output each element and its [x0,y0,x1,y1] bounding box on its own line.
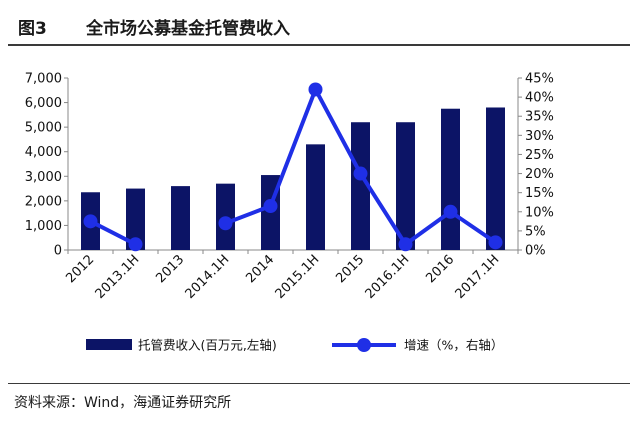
bar [486,107,505,250]
x-tick-label: 2016 [423,252,457,286]
y-left-tick-label: 2,000 [25,194,62,209]
figure-title: 图3 全市场公募基金托管费收入 [8,6,630,42]
growth-point [128,237,143,252]
y-right-tick-label: 20% [525,167,554,182]
bar [171,186,190,250]
y-right-tick-label: 5% [525,224,546,239]
legend-bar-label: 托管费收入(百万元,左轴) [138,338,277,353]
figure-title-text: 全市场公募基金托管费收入 [86,19,290,39]
tick-labels: 0 1,000 2,000 3,000 4,000 5,000 6,000 7,000 0% 5%… [25,72,554,302]
legend-line-marker [357,338,371,352]
bar [441,108,460,250]
y-left-tick-label: 1,000 [25,219,62,234]
legend-line-label: 增速（%，右轴） [404,338,503,353]
y-right-tick-label: 40% [525,91,554,106]
line-series [83,82,503,252]
x-tick-label: 2014 [243,252,277,286]
growth-point [353,166,368,181]
growth-point [263,199,278,214]
bar [126,188,145,250]
growth-point [488,235,503,250]
x-tick-label: 2015.1H [273,252,323,302]
y-left-tick-label: 6,000 [25,96,62,111]
bar [306,144,325,250]
y-left-tick-label: 7,000 [25,72,62,87]
x-tick-label: 2014.1H [183,252,233,302]
source-note: 资料来源：Wind，海通证券研究所 [14,395,232,411]
legend: 托管费收入(百万元,左轴) 增速（%，右轴） [86,338,503,353]
bottom-rule [8,383,630,384]
x-tick-label: 2013.1H [93,252,143,302]
y-left-tick-label: 0 [54,244,62,259]
y-right-tick-label: 25% [525,148,554,163]
growth-point [308,82,323,97]
growth-point [83,214,98,229]
x-tick-label: 2012 [63,252,97,286]
legend-bar-swatch [86,339,132,350]
bar [396,122,415,250]
y-left-tick-label: 4,000 [25,145,62,160]
y-right-tick-label: 15% [525,186,554,201]
y-right-tick-label: 45% [525,72,554,87]
y-right-tick-label: 0% [525,244,546,259]
growth-point [398,237,413,252]
growth-point [218,216,233,231]
x-tick-label: 2013 [153,252,187,286]
growth-line [89,219,137,247]
figure-number: 图3 [18,19,47,39]
x-tick-label: 2017.1H [453,252,503,302]
y-right-tick-label: 35% [525,110,554,125]
y-right-tick-label: 30% [525,129,554,144]
growth-point [443,204,458,219]
x-tick-label: 2015 [333,252,367,286]
y-left-tick-label: 3,000 [25,170,62,185]
y-right-tick-label: 10% [525,205,554,220]
bar-series [81,107,505,250]
x-tick-label: 2016.1H [363,252,413,302]
bar [351,122,370,250]
y-left-tick-label: 5,000 [25,121,62,136]
top-rule [8,44,630,46]
